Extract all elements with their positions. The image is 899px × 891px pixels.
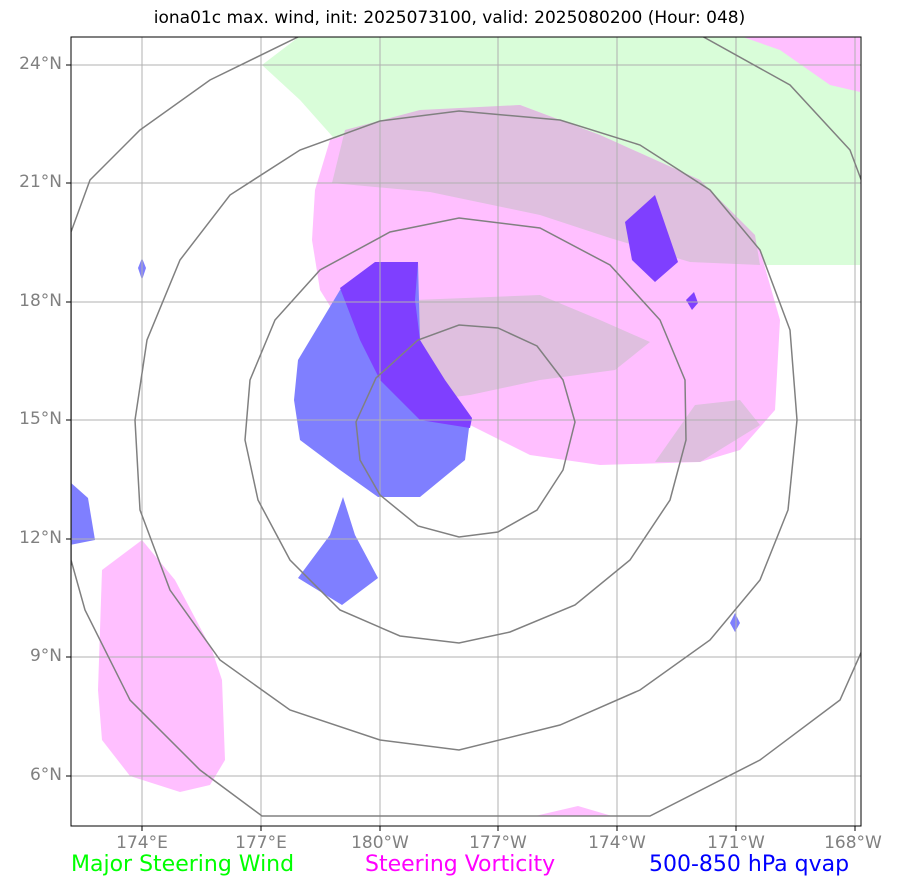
lon-label-177w: 177°W xyxy=(469,833,527,853)
lon-label-174w: 174°W xyxy=(588,833,646,853)
lon-label-168w: 168°W xyxy=(824,833,882,853)
range-ring-3 xyxy=(134,110,798,751)
qvap-area-south xyxy=(298,497,378,605)
overlap-area-southeast xyxy=(655,400,760,462)
range-ring-1 xyxy=(355,324,576,538)
qvap-area-dot-east xyxy=(730,613,740,632)
lat-label-21n: 21°N xyxy=(19,172,62,192)
map-title: iona01c max. wind, init: 2025073100, val… xyxy=(153,8,746,28)
qvap-strong-area-core xyxy=(340,262,472,428)
range-rings xyxy=(71,37,861,817)
graticule xyxy=(71,37,861,826)
lat-label-18n: 18°N xyxy=(19,291,62,311)
qvap-strong-area-northeast xyxy=(625,195,678,282)
range-ring-4 xyxy=(71,37,861,817)
legend-qvap: 500-850 hPa qvap xyxy=(649,852,850,877)
lat-label-9n: 9°N xyxy=(29,646,62,666)
lat-label-15n: 15°N xyxy=(19,409,62,429)
legend-steering-vorticity: Steering Vorticity xyxy=(365,852,556,877)
lat-label-24n: 24°N xyxy=(19,54,62,74)
vorticity-area-south xyxy=(535,806,612,816)
lon-label-177e: 177°E xyxy=(235,833,287,853)
lon-label-171w: 171°W xyxy=(707,833,765,853)
qvap-area-west xyxy=(71,482,95,545)
overlap-area-center xyxy=(415,295,650,400)
vorticity-area-southwest xyxy=(98,540,225,792)
legend-steering-wind: Major Steering Wind xyxy=(71,852,295,877)
plot-frame xyxy=(70,36,862,827)
lon-label-180w: 180°W xyxy=(351,833,409,853)
lat-label-12n: 12°N xyxy=(19,528,62,548)
qvap-strong-area-dot xyxy=(686,292,698,310)
range-ring-2 xyxy=(244,217,687,644)
lon-label-174e: 174°E xyxy=(116,833,168,853)
lat-label-6n: 6°N xyxy=(29,765,62,785)
